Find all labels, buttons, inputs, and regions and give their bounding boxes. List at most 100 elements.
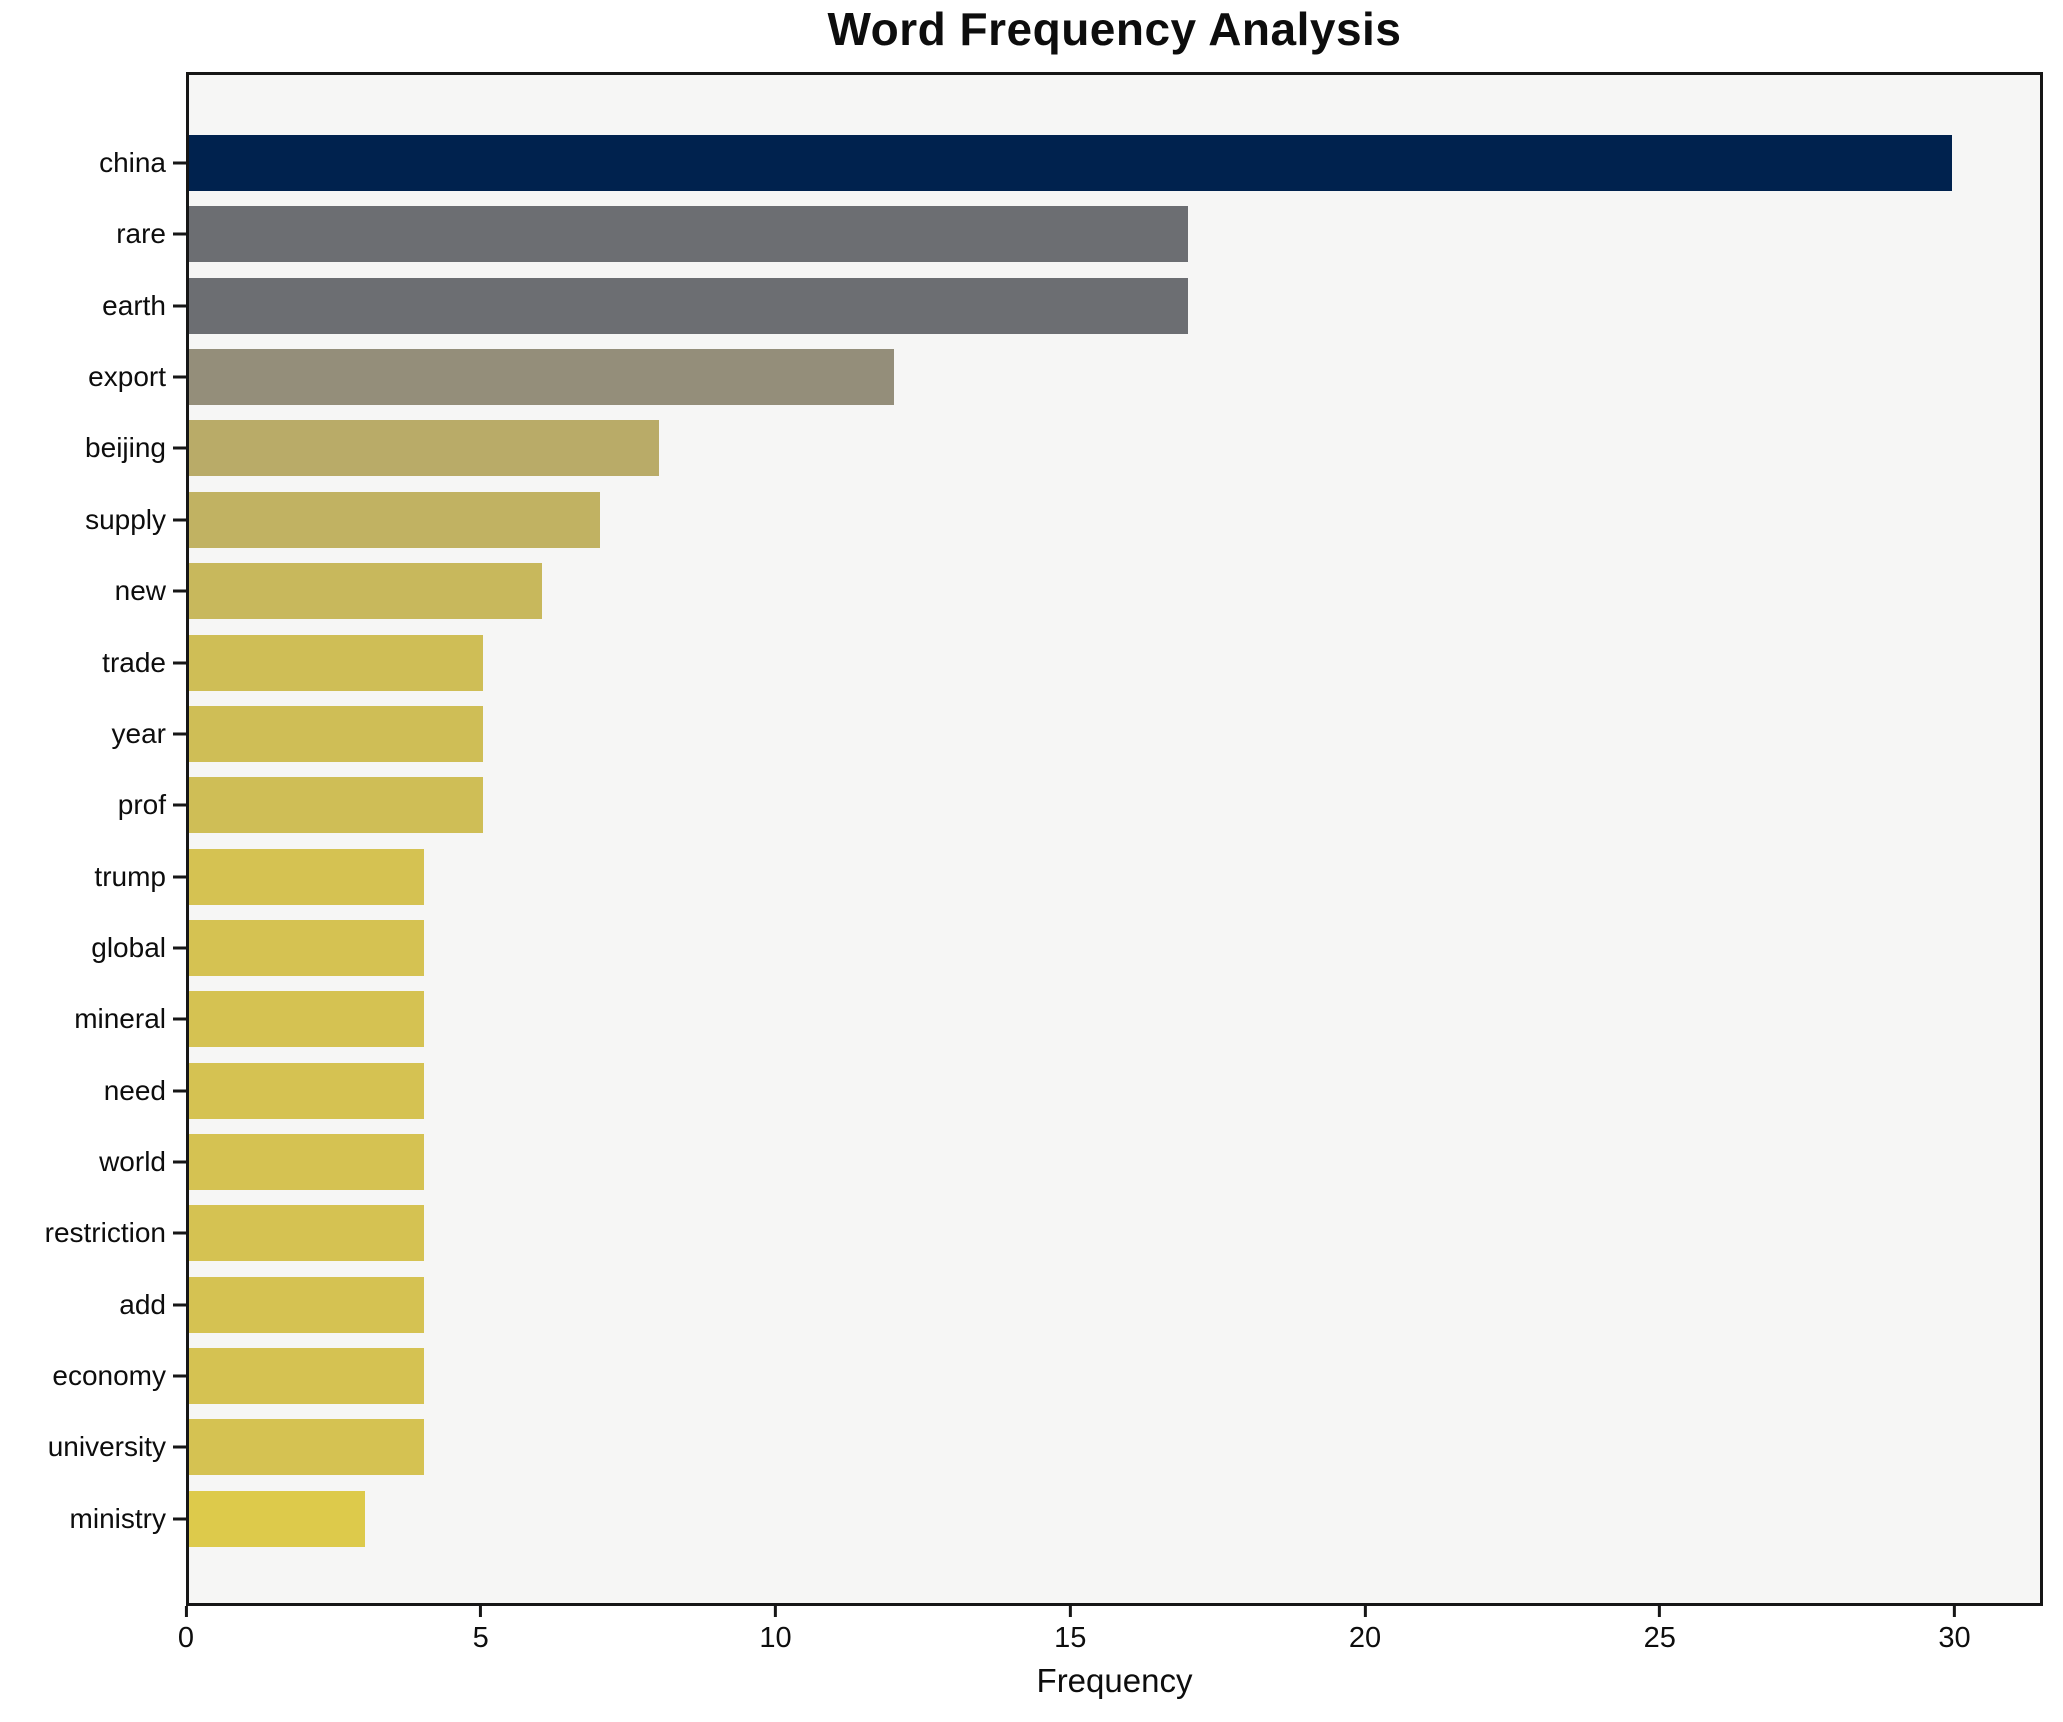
bars-container: china rare earth export beijing supply new trad…: [45, 75, 2040, 1603]
x-tick-mark: [1658, 1606, 1662, 1617]
y-tick-label: trade: [102, 646, 166, 678]
bar-row: trade: [102, 634, 2040, 691]
y-tick-mark: [173, 589, 186, 593]
y-tick-label: trump: [94, 860, 166, 892]
bar: [189, 491, 601, 548]
bar: [189, 1348, 425, 1405]
bar: [189, 1205, 425, 1262]
x-tick: 25: [1644, 1606, 1676, 1653]
bar: [189, 135, 1952, 191]
bar: [189, 1490, 366, 1547]
y-tick-mark: [173, 1089, 186, 1093]
y-tick-label: university: [47, 1431, 166, 1463]
x-axis: 0 5 10 15 20 25 30: [178, 1606, 2043, 1670]
bar-row: world: [99, 1134, 2040, 1191]
y-tick-label: year: [111, 717, 166, 749]
x-tick-mark: [1068, 1606, 1072, 1617]
x-tick-mark: [184, 1606, 188, 1617]
bar-row: beijing: [85, 420, 2040, 477]
y-tick-label: export: [88, 361, 166, 393]
y-tick-label: supply: [85, 503, 166, 535]
y-tick-mark: [173, 446, 186, 450]
x-tick-label: 20: [1348, 1622, 1382, 1654]
y-tick-label: world: [99, 1146, 166, 1178]
bar-row: need: [104, 1062, 2040, 1119]
x-tick-label: 10: [759, 1622, 792, 1654]
x-tick-mark: [479, 1606, 483, 1617]
chart-title: Word Frequency Analysis: [827, 3, 1402, 55]
x-tick: 15: [1054, 1606, 1086, 1653]
y-tick-label: need: [103, 1074, 166, 1106]
y-tick-mark: [173, 1231, 186, 1235]
bar: [189, 206, 1188, 263]
bar: [189, 1062, 425, 1119]
y-tick-mark: [173, 1017, 186, 1021]
y-tick-label: china: [99, 147, 166, 178]
bar-row: add: [119, 1276, 2040, 1333]
bar-row: earth: [102, 277, 2040, 334]
bar-row: trump: [94, 848, 2040, 905]
y-tick-mark: [173, 732, 186, 736]
x-tick-label: 25: [1643, 1622, 1676, 1654]
x-tick-label: 15: [1054, 1622, 1087, 1654]
y-tick-label: mineral: [74, 1003, 166, 1035]
y-tick-mark: [173, 161, 186, 165]
bar-row: restriction: [45, 1205, 2040, 1262]
bar-row: export: [88, 349, 2040, 406]
y-tick-label: economy: [52, 1360, 166, 1392]
bar-row: global: [91, 919, 2040, 976]
bar: [189, 705, 483, 762]
bar: [189, 991, 425, 1048]
y-tick-mark: [173, 1374, 186, 1378]
x-tick: 10: [759, 1606, 792, 1654]
x-tick-mark: [1953, 1606, 1957, 1617]
y-tick-mark: [173, 375, 186, 379]
bar: [189, 349, 895, 406]
bar-row: prof: [118, 777, 2040, 834]
x-tick-label: 0: [177, 1622, 195, 1654]
bar-row: economy: [52, 1348, 2040, 1405]
x-tick-label: 5: [472, 1622, 489, 1654]
y-tick-mark: [173, 661, 186, 665]
plot-area: china rare earth export beijing supply new trad…: [45, 72, 2043, 1606]
bar-row: rare: [116, 206, 2040, 263]
x-tick: 30: [1938, 1606, 1971, 1654]
bar-row: mineral: [74, 991, 2040, 1048]
y-tick-label: prof: [117, 789, 166, 821]
y-tick-mark: [173, 1303, 186, 1307]
bar: [189, 848, 425, 905]
bar: [189, 1419, 425, 1476]
bar-row: year: [112, 705, 2040, 762]
bar-row: university: [48, 1419, 2040, 1476]
bar-row: supply: [85, 491, 2040, 548]
y-tick-label: ministry: [69, 1502, 166, 1534]
x-tick: 20: [1349, 1606, 1381, 1653]
y-tick-label: earth: [102, 289, 166, 321]
y-tick-mark: [173, 518, 186, 522]
bar-row: china: [99, 135, 2040, 191]
y-tick-label: add: [119, 1288, 166, 1320]
bar-row: new: [115, 563, 2040, 620]
x-axis-title: Frequency: [1036, 1662, 1193, 1699]
y-tick-mark: [173, 1445, 186, 1449]
x-tick-mark: [1363, 1606, 1367, 1617]
bar: [189, 919, 425, 976]
y-tick-mark: [173, 304, 186, 308]
bar: [189, 563, 542, 620]
y-tick-label: restriction: [44, 1217, 166, 1249]
bar: [189, 1134, 425, 1191]
y-tick-mark: [173, 232, 186, 236]
bar: [189, 277, 1188, 334]
bar: [189, 777, 483, 834]
bar: [189, 420, 660, 477]
y-tick-mark: [173, 1160, 186, 1164]
y-tick-label: rare: [116, 218, 166, 250]
y-tick-label: global: [91, 931, 166, 963]
y-tick-mark: [173, 946, 186, 950]
y-tick-label: beijing: [85, 432, 166, 464]
y-tick-label: new: [114, 575, 166, 607]
bar-row: ministry: [70, 1490, 2040, 1547]
x-tick-label: 30: [1938, 1622, 1971, 1654]
bar: [189, 634, 483, 691]
